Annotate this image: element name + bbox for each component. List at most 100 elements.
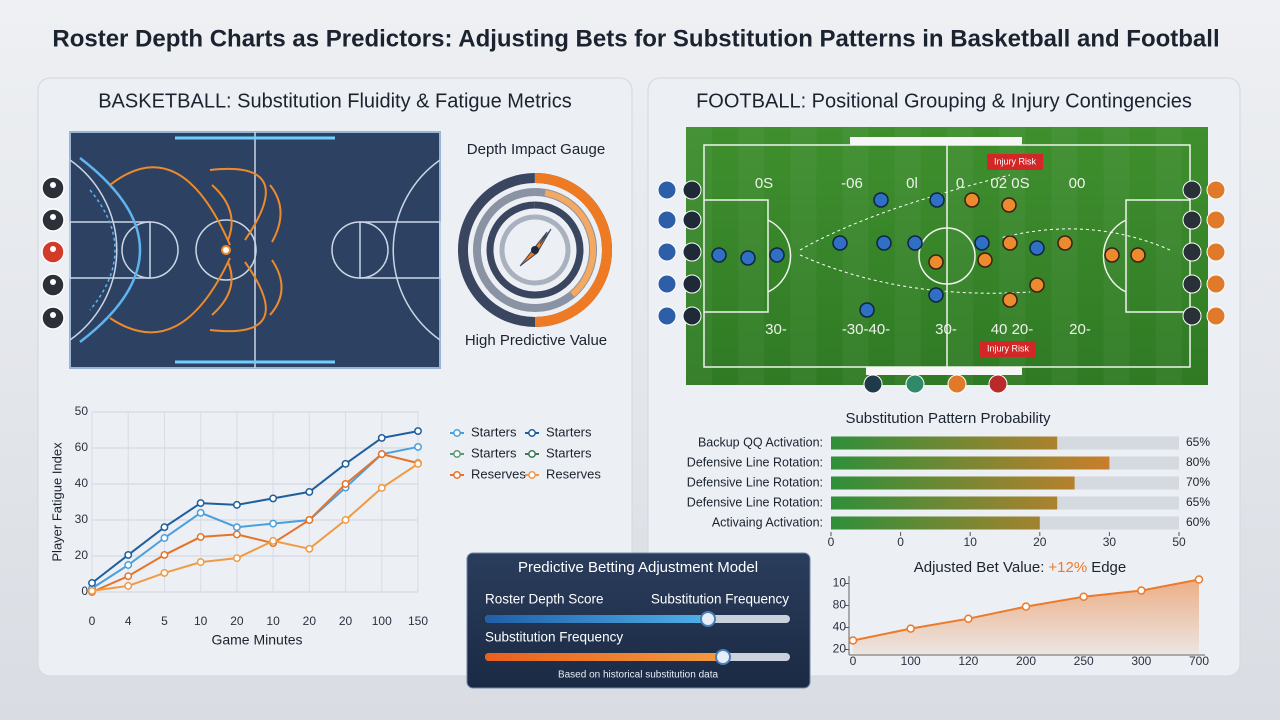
- data-point: [124, 581, 133, 590]
- data-point: [196, 508, 205, 517]
- player: [1104, 247, 1120, 263]
- player: [1002, 235, 1018, 251]
- y-tick-label: 30: [75, 512, 89, 526]
- value-label: 65%: [1186, 495, 1210, 509]
- yard-number: 30-: [935, 321, 957, 338]
- data-point: [341, 459, 350, 468]
- player: [859, 302, 875, 318]
- data-point: [232, 500, 241, 509]
- x-tick-label: 150: [408, 614, 428, 628]
- data-point: [305, 487, 314, 496]
- bar: [831, 456, 1110, 470]
- value-label: 80%: [1186, 455, 1210, 469]
- series-line: [91, 463, 419, 592]
- data-point: [906, 624, 915, 633]
- x-tick-label: 5: [161, 614, 168, 628]
- yard-number: 0l: [906, 175, 918, 192]
- player: [1002, 292, 1018, 308]
- x-axis-label: Game Minutes: [211, 632, 302, 648]
- player: [740, 250, 756, 266]
- injury-flag: [980, 341, 1036, 357]
- legend-swatch: [528, 429, 536, 437]
- player: [876, 235, 892, 251]
- bench-player: [905, 374, 925, 394]
- legend-label: Reserves: [471, 466, 526, 481]
- x-tick-label: 20: [303, 614, 317, 628]
- slider-knob[interactable]: [700, 611, 716, 627]
- slider-knob[interactable]: [715, 649, 731, 665]
- yard-number: 02 0S: [990, 175, 1029, 192]
- data-point: [160, 534, 169, 542]
- data-point: [232, 523, 241, 532]
- title-part: +12%: [1048, 559, 1087, 576]
- data-point: [124, 572, 133, 581]
- data-point: [124, 550, 133, 559]
- x-tick-label: 10: [964, 535, 978, 549]
- substitution-arrow: [211, 261, 233, 316]
- slider-label: Substitution Frequency: [485, 630, 623, 645]
- gauge-caption: High Predictive Value: [465, 332, 607, 349]
- bench-player: [863, 374, 883, 394]
- series-line: [91, 430, 419, 584]
- data-point: [341, 480, 350, 488]
- y-tick-label: 80: [833, 598, 847, 612]
- data-point: [377, 450, 386, 459]
- data-point: [124, 561, 133, 569]
- bench-player: [1182, 242, 1202, 262]
- chart-title: Substitution Pattern Probability: [845, 410, 1051, 427]
- legend-label: Starters: [546, 445, 592, 460]
- player: [928, 254, 944, 270]
- player: [974, 235, 990, 251]
- field-stripe: [1155, 127, 1182, 385]
- bar: [831, 436, 1058, 450]
- center-marker: [221, 245, 231, 255]
- data-point: [964, 614, 973, 623]
- player: [964, 192, 980, 208]
- x-tick-label: 50: [1172, 535, 1186, 549]
- x-tick-label: 10: [266, 614, 280, 628]
- chart-title: Adjusted Bet Value: +12% Edge: [914, 559, 1127, 576]
- bar: [831, 516, 1040, 530]
- data-point: [377, 484, 386, 492]
- x-tick-label: 200: [1016, 654, 1036, 668]
- data-point: [1079, 592, 1088, 601]
- legend-label: Starters: [546, 424, 592, 439]
- x-tick-label: 20: [230, 614, 244, 628]
- bench-player: [682, 306, 702, 326]
- data-point: [1137, 586, 1146, 595]
- slider-fill: [485, 653, 723, 661]
- y-tick-label: 20: [833, 642, 847, 656]
- bench-player: [682, 242, 702, 262]
- field-stripe: [894, 127, 921, 385]
- data-point: [88, 586, 96, 595]
- x-tick-label: 0: [850, 654, 857, 668]
- title-part: Edge: [1091, 559, 1126, 576]
- x-tick-label: 700: [1189, 654, 1209, 668]
- panel-heading: BASKETBALL: Substitution Fluidity & Fati…: [98, 90, 572, 112]
- y-tick-label: 60: [75, 440, 89, 454]
- injury-flag-label: Injury Risk: [987, 343, 1030, 353]
- y-tick-label: 10: [833, 576, 847, 590]
- slider-fill: [485, 615, 708, 623]
- model-title: Predictive Betting Adjustment Model: [518, 559, 758, 576]
- y-tick-label: 50: [75, 404, 89, 418]
- field-line: [1102, 199, 1190, 313]
- field-line: [704, 199, 792, 313]
- player-head: [50, 182, 56, 188]
- substitution-arrow: [209, 167, 267, 241]
- bench-player: [1206, 306, 1226, 326]
- field-stripe: [1051, 127, 1078, 385]
- x-tick-label: 20: [1033, 535, 1047, 549]
- substitution-arrow: [109, 166, 231, 246]
- data-point: [848, 636, 858, 645]
- substitution-arrow: [109, 257, 231, 334]
- player: [929, 192, 945, 208]
- title-part: Adjusted Bet Value:: [914, 559, 1045, 576]
- player-head: [50, 214, 56, 220]
- bench-player: [682, 210, 702, 230]
- x-tick-label: 0: [89, 614, 96, 628]
- data-point: [1194, 575, 1204, 584]
- data-point: [196, 499, 205, 508]
